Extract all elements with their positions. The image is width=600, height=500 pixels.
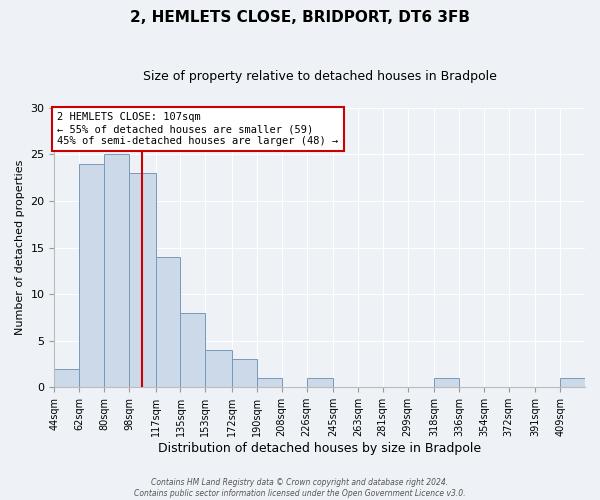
Text: 2 HEMLETS CLOSE: 107sqm
← 55% of detached houses are smaller (59)
45% of semi-de: 2 HEMLETS CLOSE: 107sqm ← 55% of detache… <box>57 112 338 146</box>
Bar <box>307 378 333 388</box>
X-axis label: Distribution of detached houses by size in Bradpole: Distribution of detached houses by size … <box>158 442 481 455</box>
Title: Size of property relative to detached houses in Bradpole: Size of property relative to detached ho… <box>143 70 497 83</box>
Bar <box>155 257 181 388</box>
Bar <box>257 378 281 388</box>
Bar <box>205 350 232 388</box>
Bar <box>181 313 205 388</box>
Bar <box>232 360 257 388</box>
Bar <box>129 173 155 388</box>
Text: 2, HEMLETS CLOSE, BRIDPORT, DT6 3FB: 2, HEMLETS CLOSE, BRIDPORT, DT6 3FB <box>130 10 470 25</box>
Text: Contains HM Land Registry data © Crown copyright and database right 2024.
Contai: Contains HM Land Registry data © Crown c… <box>134 478 466 498</box>
Bar <box>79 164 104 388</box>
Bar <box>104 154 129 388</box>
Bar <box>434 378 459 388</box>
Y-axis label: Number of detached properties: Number of detached properties <box>15 160 25 335</box>
Bar <box>55 368 79 388</box>
Bar <box>560 378 585 388</box>
